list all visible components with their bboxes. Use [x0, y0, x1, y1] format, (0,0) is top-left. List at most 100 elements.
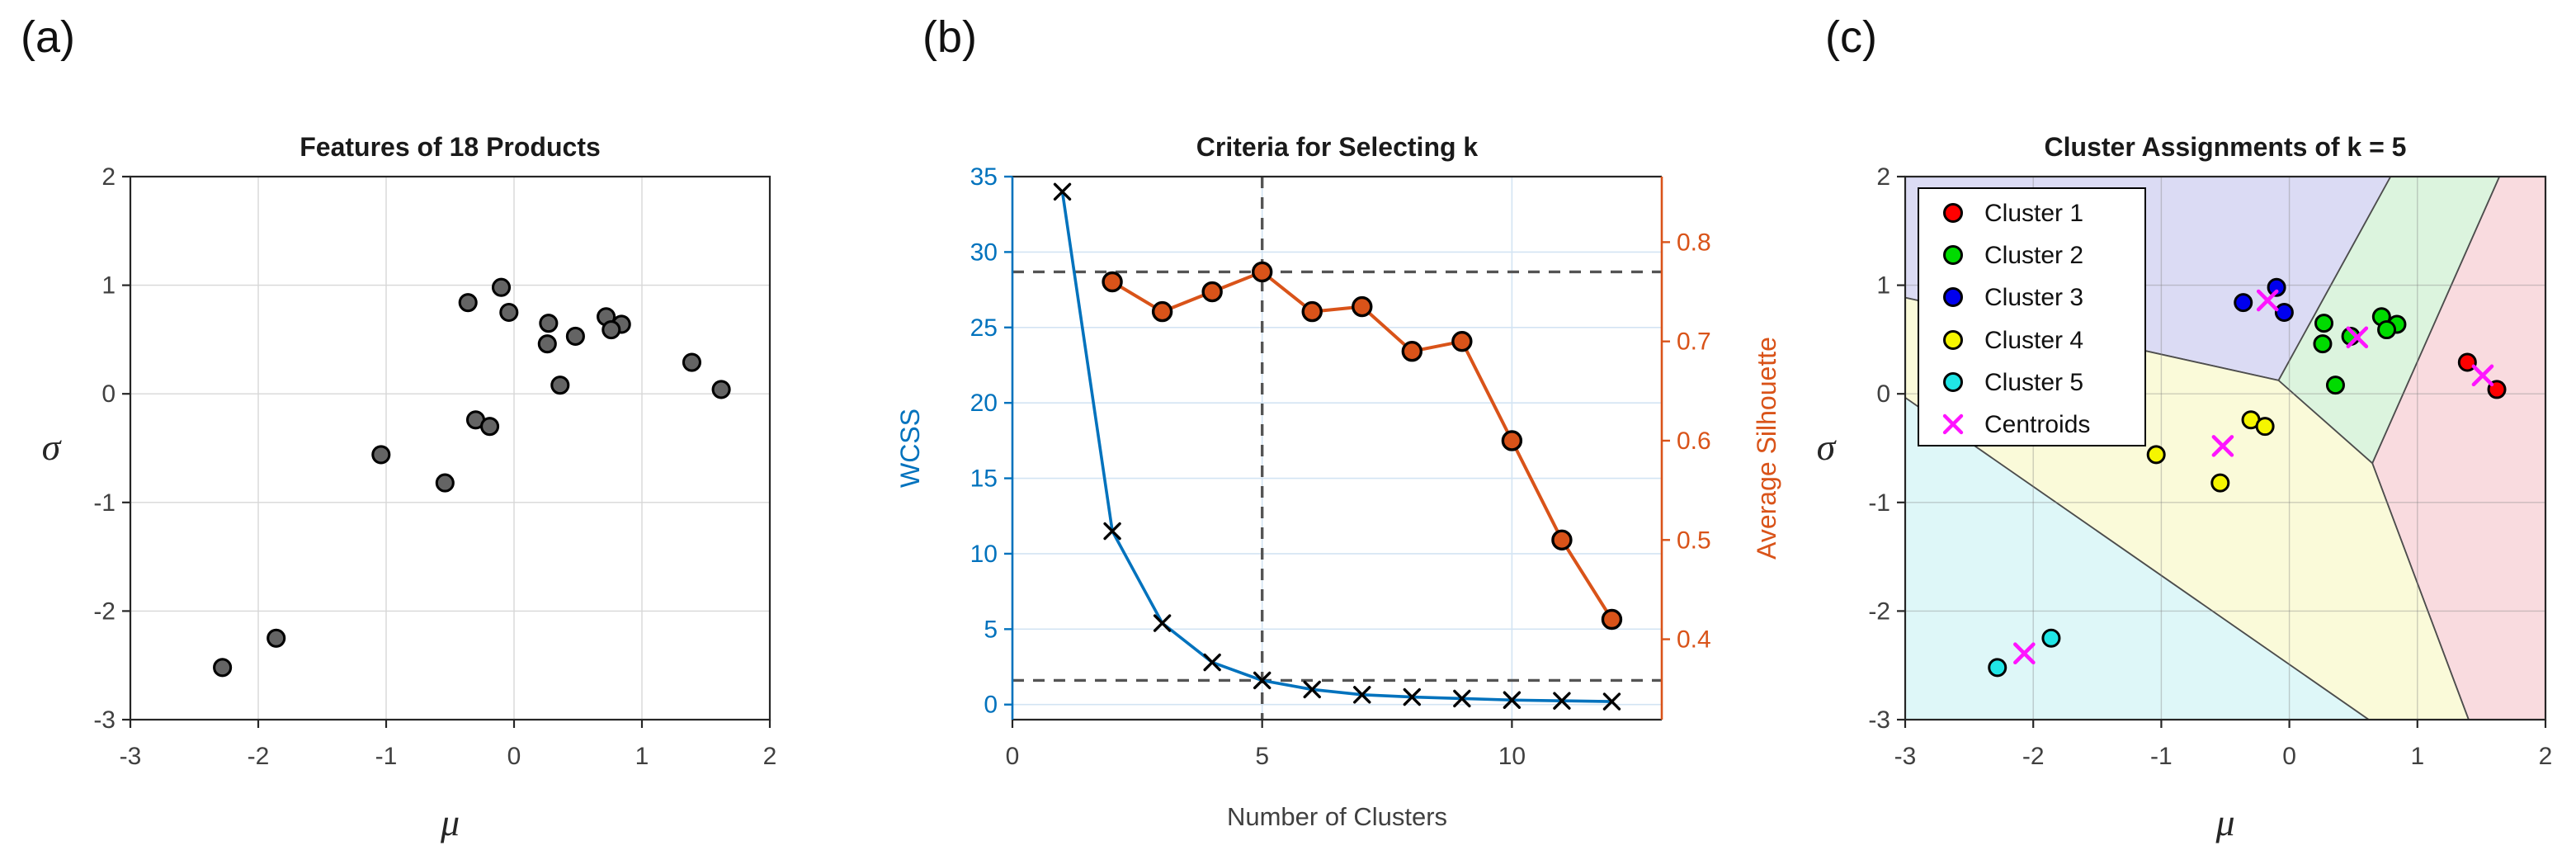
- x-axis-label: μ: [2215, 801, 2234, 843]
- wcss-marker: [1353, 686, 1371, 704]
- cluster-point: [1988, 658, 2007, 678]
- wcss-marker: [1553, 692, 1571, 710]
- x-tick-label: 10: [1498, 743, 1526, 770]
- panel-label-b: (b): [922, 12, 977, 62]
- scatter-point: [479, 417, 500, 437]
- legend-marker: [1943, 287, 1963, 307]
- panel-c: -3 -2 -1 0 1 2 -3 -2 -1 0 1 2 Cluster Assignments of…: [1817, 132, 2553, 843]
- legend-item-label: Centroids: [1984, 411, 2090, 438]
- cluster-point: [2314, 314, 2334, 333]
- cluster-point: [2313, 334, 2333, 354]
- x-tick-label: 0: [507, 743, 521, 770]
- silhouette-marker: [1102, 271, 1123, 293]
- x-axis-label: Number of Clusters: [1227, 802, 1447, 831]
- legend-item-label: Cluster 5: [1984, 369, 2083, 396]
- centroid-marker: [2211, 435, 2234, 457]
- silhouette-tick-label: 0.6: [1677, 428, 1711, 455]
- wcss-tick-label: 0: [984, 692, 998, 719]
- y-tick-label: -1: [93, 489, 116, 517]
- scatter-point: [435, 473, 455, 493]
- centroid-marker: [2013, 642, 2036, 665]
- legend-item-label: Cluster 3: [1984, 284, 2083, 311]
- silhouette-marker: [1301, 300, 1323, 323]
- centroid-marker: [2346, 326, 2369, 349]
- legend-item-label: Cluster 1: [1984, 200, 2083, 227]
- left-y-axis-label: WCSS: [895, 409, 925, 488]
- wcss-marker: [1403, 687, 1422, 706]
- panel-label-c: (c): [1825, 12, 1877, 62]
- scatter-point: [491, 277, 512, 297]
- y-tick-label: 0: [1876, 380, 1890, 408]
- wcss-line: [1060, 191, 1612, 703]
- cluster-point: [2325, 376, 2345, 395]
- scatter-point: [711, 380, 731, 399]
- y-tick-label: 1: [1876, 272, 1890, 300]
- scatter-point: [537, 334, 557, 354]
- scatter-point: [682, 352, 702, 372]
- cluster-point: [2146, 445, 2166, 465]
- scatter-point: [458, 293, 478, 313]
- x-tick-label: -3: [120, 743, 142, 770]
- cluster-point: [2234, 293, 2253, 313]
- legend-marker: [1943, 245, 1963, 265]
- x-tick-label: 2: [763, 743, 777, 770]
- y-tick-label: -3: [1868, 706, 1890, 734]
- x-tick-label: 0: [1006, 743, 1020, 770]
- legend-marker: [1943, 203, 1963, 223]
- silhouette-marker: [1352, 295, 1373, 318]
- wcss-tick-label: 30: [970, 239, 998, 266]
- y-tick-label: 2: [101, 163, 116, 191]
- x-tick-label: 1: [635, 743, 649, 770]
- silhouette-tick-label: 0.4: [1677, 626, 1711, 654]
- y-tick-label: -2: [93, 598, 116, 625]
- wcss-marker: [1453, 689, 1471, 708]
- x-axis-label: μ: [440, 801, 460, 843]
- y-axis-label: σ: [42, 426, 63, 468]
- cluster-point: [2255, 417, 2275, 437]
- silhouette-marker: [1151, 300, 1173, 323]
- x-tick-label: 2: [2539, 743, 2553, 770]
- wcss-marker: [1103, 522, 1121, 541]
- cluster-point: [2274, 303, 2294, 322]
- silhouette-tick-label: 0.8: [1677, 229, 1711, 256]
- wcss-tick-label: 10: [970, 541, 998, 568]
- scatter-point: [213, 658, 233, 678]
- wcss-tick-label: 5: [984, 616, 998, 643]
- scatter-point: [565, 326, 585, 347]
- legend-centroid-marker: [1942, 413, 1964, 435]
- silhouette-line: [1111, 270, 1614, 621]
- x-tick-label: -2: [248, 743, 270, 770]
- y-axis-label: σ: [1817, 426, 1838, 468]
- cluster-point: [2267, 277, 2286, 297]
- panel-a: -3 -2 -1 0 1 2 -3 -2 -1 0 1 2 Features of 18 Product…: [42, 132, 777, 843]
- wcss-marker: [1153, 614, 1172, 632]
- panel-title: Cluster Assignments of k = 5: [2045, 132, 2407, 162]
- x-tick-label: 0: [2282, 743, 2296, 770]
- y-tick-label: -3: [93, 706, 116, 734]
- silhouette-marker: [1201, 281, 1223, 303]
- cluster-point: [2041, 628, 2061, 648]
- wcss-tick-label: 15: [970, 465, 998, 493]
- silhouette-tick-label: 0.7: [1677, 328, 1711, 356]
- scatter-point: [550, 376, 570, 395]
- x-tick-label: -2: [2022, 743, 2045, 770]
- y-tick-label: -1: [1868, 489, 1890, 517]
- panel-title: Criteria for Selecting k: [1196, 132, 1479, 162]
- wcss-marker: [1303, 680, 1321, 699]
- wcss-tick-label: 25: [970, 314, 998, 342]
- silhouette-marker: [1251, 261, 1273, 283]
- x-tick-label: -3: [1894, 743, 1917, 770]
- right-y-axis-label: Average Silhouette: [1752, 337, 1781, 560]
- scatter-point: [602, 320, 621, 340]
- silhouette-tick-label: 0.5: [1677, 527, 1711, 554]
- y-tick-label: 2: [1876, 163, 1890, 191]
- cluster-point: [2210, 473, 2230, 493]
- legend-box: [1918, 187, 2146, 446]
- wcss-tick-label: 35: [970, 163, 998, 191]
- panel-title: Features of 18 Products: [300, 132, 601, 162]
- x-tick-label: 1: [2410, 743, 2424, 770]
- x-tick-label: -1: [375, 743, 398, 770]
- axis-box: [1904, 175, 2547, 721]
- wcss-marker: [1203, 653, 1221, 672]
